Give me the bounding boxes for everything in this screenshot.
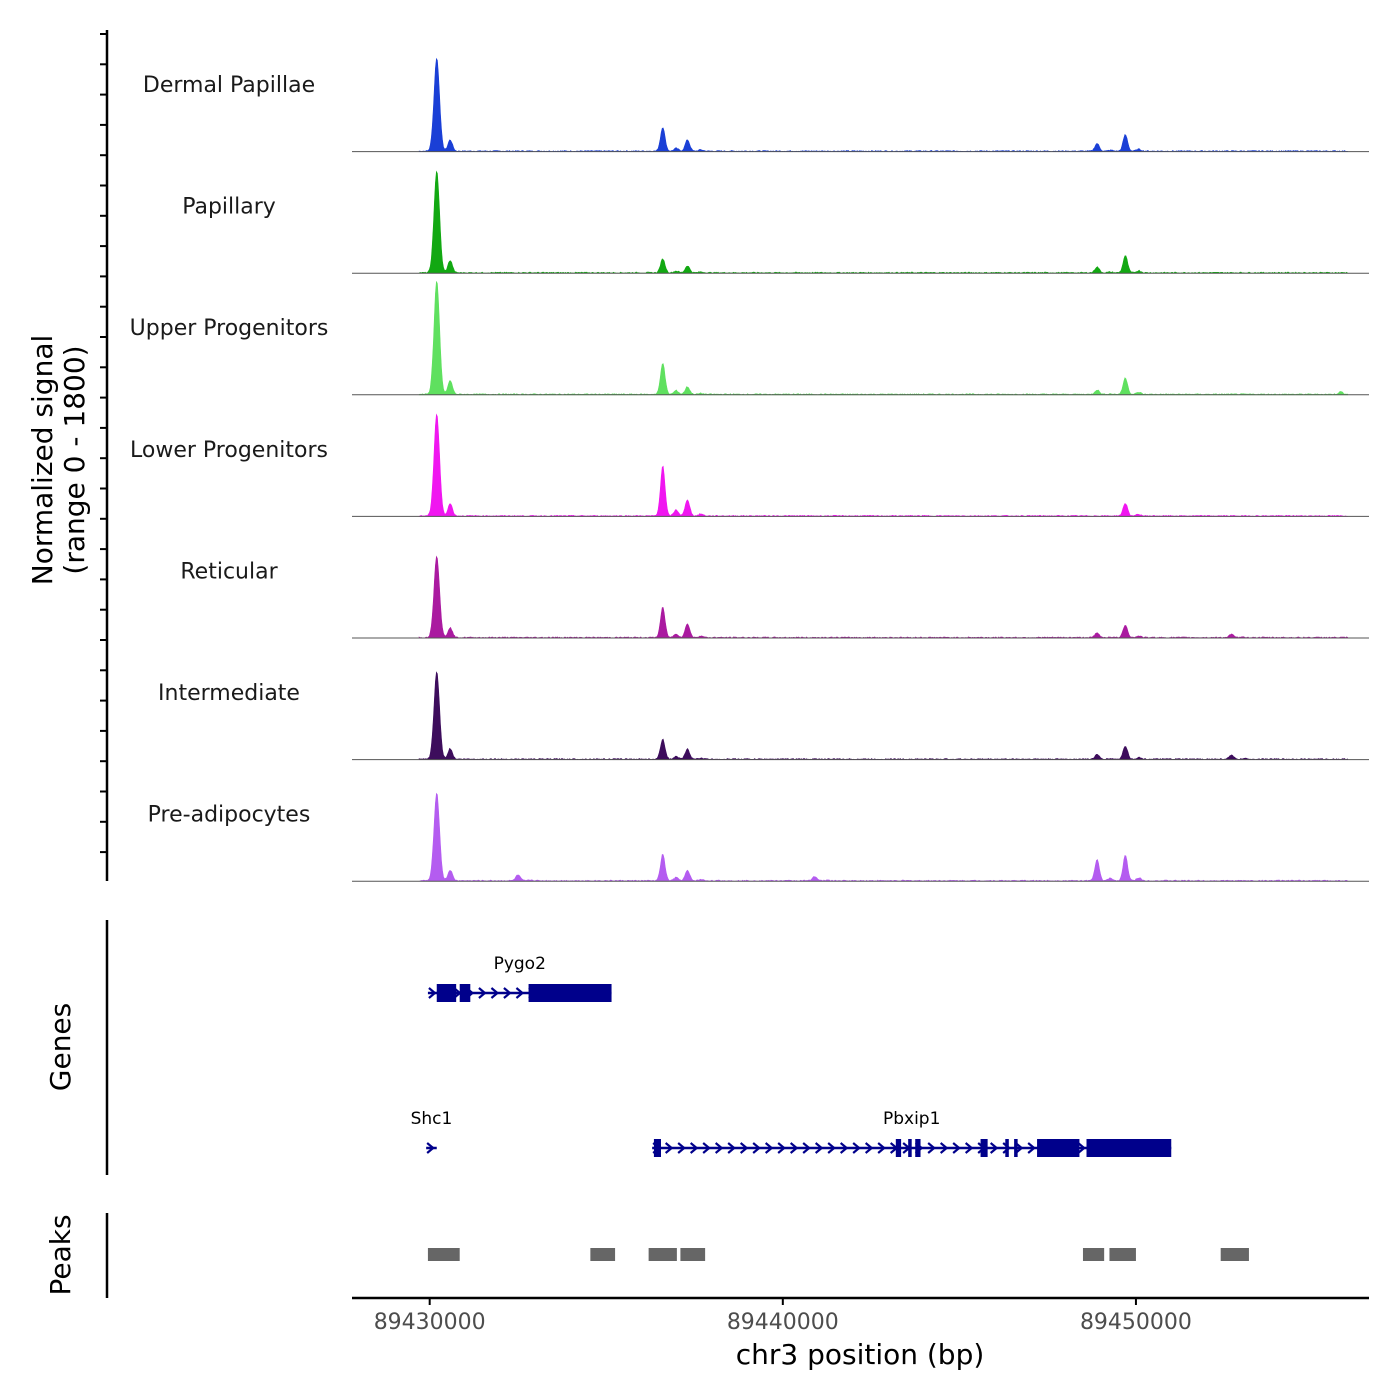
coverage-track: Papillary — [182, 170, 1369, 274]
strand-arrow — [952, 1142, 961, 1154]
x-tick-label: 89440000 — [727, 1310, 839, 1335]
peak-region — [1082, 1248, 1105, 1261]
gene-exon — [459, 984, 471, 1002]
coverage-track: Pre-adipocytes — [148, 792, 1369, 882]
x-tick-label: 89430000 — [374, 1310, 486, 1335]
track-label: Upper Progenitors — [130, 316, 329, 341]
track-label: Pre-adipocytes — [148, 803, 311, 828]
coverage-track: Intermediate — [158, 671, 1369, 761]
strand-arrow — [827, 1142, 836, 1154]
x-tick-label: 89450000 — [1080, 1310, 1192, 1335]
gene-label: Shc1 — [411, 1109, 453, 1129]
strand-arrow — [1027, 1142, 1036, 1154]
strand-arrow — [702, 1142, 711, 1154]
strand-arrow — [1077, 1142, 1086, 1154]
strand-arrow — [677, 1142, 686, 1154]
strand-arrow — [1014, 1142, 1024, 1154]
gene-label: Pbxip1 — [883, 1109, 940, 1129]
strand-arrow — [989, 1142, 999, 1154]
coverage-area — [419, 792, 1349, 882]
gene-exon — [1037, 1139, 1080, 1157]
peak-region — [427, 1248, 460, 1261]
strand-arrow — [752, 1142, 761, 1154]
strand-arrow — [764, 1142, 774, 1154]
x-axis-title: chr3 position (bp) — [736, 1338, 985, 1371]
gene-exon — [653, 1139, 661, 1157]
peak-region — [1220, 1248, 1249, 1261]
strand-arrow — [664, 1142, 674, 1154]
strand-arrow — [727, 1142, 736, 1154]
y-axis-title-line1: Normalized signal — [26, 335, 59, 586]
peaks-track — [427, 1248, 1249, 1261]
strand-arrow — [714, 1142, 724, 1154]
gene-exon — [1086, 1139, 1172, 1157]
strand-arrow — [789, 1142, 799, 1154]
gene-annotation-track: Pygo2 Shc1 Pbxip1 — [411, 954, 1172, 1157]
strand-arrow — [864, 1142, 874, 1154]
track-label: Intermediate — [158, 681, 300, 706]
strand-arrow — [927, 1142, 936, 1154]
track-label: Lower Progenitors — [130, 438, 328, 463]
coverage-tracks: Dermal Papillae Papillary Upper Progenitor… — [130, 57, 1369, 882]
gene-exon — [1005, 1139, 1009, 1157]
strand-arrow — [852, 1142, 861, 1154]
coverage-track: Dermal Papillae — [143, 57, 1369, 153]
strand-arrow — [689, 1142, 699, 1154]
peak-region — [680, 1248, 706, 1261]
strand-arrow — [503, 987, 512, 999]
coverage-area — [418, 57, 1349, 153]
strand-arrow — [802, 1142, 811, 1154]
peak-region — [590, 1248, 616, 1261]
gene-label: Pygo2 — [494, 954, 546, 974]
coverage-area — [418, 671, 1349, 761]
coverage-area — [418, 281, 1349, 396]
gene-exon — [436, 984, 457, 1002]
strand-arrow — [515, 987, 525, 999]
genes-panel-label: Genes — [44, 1003, 77, 1091]
strand-arrow — [777, 1142, 786, 1154]
y-axis-title-line2: (range 0 - 1800) — [58, 345, 91, 574]
coverage-area — [418, 413, 1348, 517]
gene: Shc1 — [411, 1109, 453, 1154]
coverage-track: Lower Progenitors — [130, 413, 1369, 517]
coverage-track: Upper Progenitors — [130, 281, 1369, 396]
coverage-area — [418, 170, 1349, 274]
peaks-panel-label: Peaks — [44, 1214, 77, 1295]
gene-exon — [980, 1139, 988, 1157]
gene-exon — [908, 1139, 912, 1157]
peak-region — [1109, 1248, 1136, 1261]
gene-exon — [1014, 1139, 1018, 1157]
track-label: Dermal Papillae — [143, 73, 315, 98]
strand-arrow — [478, 987, 487, 999]
strand-arrow — [428, 987, 437, 999]
strand-arrow — [839, 1142, 849, 1154]
strand-arrow — [739, 1142, 749, 1154]
strand-arrow — [964, 1142, 974, 1154]
gene: Pbxip1 — [652, 1109, 1172, 1157]
track-label: Papillary — [182, 195, 276, 220]
gene-exon — [528, 984, 612, 1002]
gene: Pygo2 — [427, 954, 612, 1002]
strand-arrow — [877, 1142, 886, 1154]
gene-exon — [895, 1139, 902, 1157]
strand-arrow — [426, 1142, 435, 1154]
coverage-area — [418, 555, 1349, 639]
strand-arrow — [1002, 1142, 1011, 1154]
track-label: Reticular — [180, 559, 278, 584]
strand-arrow — [814, 1142, 824, 1154]
peak-region — [648, 1248, 677, 1261]
coverage-track: Reticular — [180, 555, 1369, 639]
coverage-y-axis-ticks — [100, 33, 107, 854]
gene-exon — [915, 1139, 921, 1157]
x-axis-ticks: 89430000 89440000 89450000 — [374, 1298, 1192, 1335]
strand-arrow — [939, 1142, 949, 1154]
strand-arrow — [490, 987, 500, 999]
